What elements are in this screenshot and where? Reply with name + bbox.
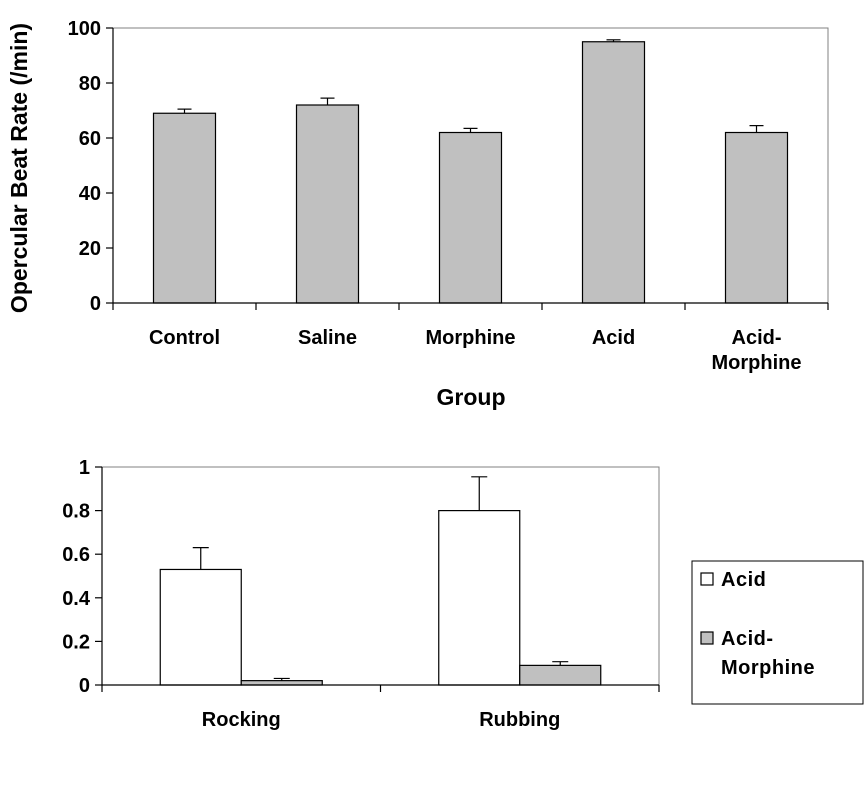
bar-acid-morphine-rocking bbox=[240, 680, 323, 686]
chart2-y-tick-label: 0 bbox=[79, 675, 90, 697]
chart1-y-tick-label: 0 bbox=[90, 293, 101, 315]
chart1-x-tick-label: Morphine bbox=[712, 352, 802, 374]
chart1-bars bbox=[152, 39, 789, 304]
chart2-y-tick-label: 0.4 bbox=[62, 588, 91, 610]
chart2-y-ticks: 0 0.2 0.4 0.6 0.8 1 bbox=[62, 457, 102, 697]
chart2-y-tick-label: 0.8 bbox=[62, 501, 90, 523]
legend-swatch-acid-morphine bbox=[700, 631, 714, 645]
chart2-bars bbox=[159, 476, 602, 686]
legend-label-acid-morphine: Morphine bbox=[721, 657, 815, 679]
bar-acid-morphine bbox=[724, 131, 789, 304]
chart1-y-tick-label: 80 bbox=[79, 73, 101, 95]
chart1-x-axis-label: Group bbox=[437, 384, 506, 410]
legend-label-acid-morphine: Acid- bbox=[721, 628, 774, 650]
bar-acid-rocking bbox=[159, 568, 242, 686]
chart1-y-axis-label: Opercular Beat Rate (/min) bbox=[6, 23, 32, 313]
chart1-y-ticks: 0 20 40 60 80 100 bbox=[68, 18, 113, 315]
legend-box bbox=[691, 560, 864, 705]
chart2-legend: Acid Acid- Morphine bbox=[691, 560, 864, 705]
chart1-x-tick-label: Acid bbox=[592, 327, 635, 349]
chart1-y-tick-label: 40 bbox=[79, 183, 101, 205]
bar-control bbox=[152, 112, 217, 304]
chart2-x-tick-label: Rocking bbox=[202, 709, 281, 731]
legend-label-acid: Acid bbox=[721, 569, 766, 591]
chart1-y-tick-label: 20 bbox=[79, 238, 101, 260]
chart1-x-ticks: Control Saline Morphine Acid Acid- Morphine bbox=[112, 303, 829, 374]
chart2-y-tick-label: 1 bbox=[79, 457, 90, 479]
chart1-x-tick-label: Morphine bbox=[426, 327, 516, 349]
bar-acid-rubbing bbox=[438, 510, 521, 686]
bar-saline bbox=[295, 104, 360, 304]
chart1-x-tick-label: Control bbox=[149, 327, 220, 349]
chart2-x-ticks: Rocking Rubbing bbox=[101, 685, 660, 731]
legend-swatch-acid bbox=[700, 572, 714, 586]
bar-morphine bbox=[438, 131, 503, 304]
chart2-y-tick-label: 0.6 bbox=[62, 544, 90, 566]
chart-behaviour-proportion: 0 0.2 0.4 0.6 0.8 1 Rocking Rubbing Acid Acid- M… bbox=[62, 457, 864, 731]
chart2-y-tick-label: 0.2 bbox=[62, 631, 90, 653]
chart1-y-tick-label: 60 bbox=[79, 128, 101, 150]
bar-acid bbox=[581, 41, 646, 304]
chart1-x-tick-label: Saline bbox=[298, 327, 357, 349]
chart1-x-tick-label: Acid- bbox=[732, 327, 782, 349]
chart-opercular-beat-rate: 0 20 40 60 80 100 Control Saline Morphine Acid Ac… bbox=[6, 18, 829, 410]
chart2-x-tick-label: Rubbing bbox=[479, 709, 560, 731]
bar-acid-morphine-rubbing bbox=[519, 664, 602, 686]
chart1-y-tick-label: 100 bbox=[68, 18, 101, 40]
